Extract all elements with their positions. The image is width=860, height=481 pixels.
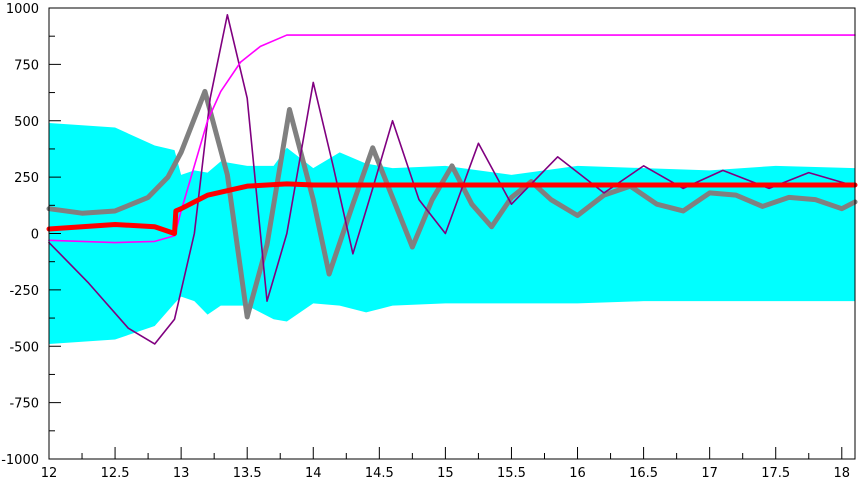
x-tick-label: 18 (834, 466, 851, 481)
x-tick-label: 14 (305, 466, 322, 481)
series-0-band (49, 123, 855, 344)
x-tick-label: 13 (173, 466, 190, 481)
y-tick-label: 500 (14, 115, 39, 130)
x-tick-label: 17 (701, 466, 718, 481)
y-tick-label: 1000 (6, 2, 39, 17)
x-tick-label: 13.5 (233, 466, 262, 481)
y-tick-label: -500 (9, 340, 39, 355)
x-tick-label: 12 (41, 466, 58, 481)
x-tick-label: 15.5 (497, 466, 526, 481)
x-tick-label: 16.5 (629, 466, 658, 481)
x-tick-label: 12.5 (101, 466, 130, 481)
x-tick-label: 14.5 (365, 466, 394, 481)
x-tick-label: 17.5 (761, 466, 790, 481)
y-tick-label: -750 (9, 397, 39, 412)
y-tick-label: -1000 (1, 453, 39, 468)
series-4-line (46, 181, 858, 236)
y-tick-label: 250 (14, 171, 39, 186)
y-tick-label: 750 (14, 58, 39, 73)
x-tick-label: 16 (569, 466, 586, 481)
x-tick-label: 15 (437, 466, 454, 481)
series-3-line (48, 34, 856, 244)
y-tick-label: 0 (31, 228, 39, 243)
y-tick-label: -250 (9, 284, 39, 299)
series-2-line (48, 13, 856, 345)
series-layer (46, 13, 858, 345)
